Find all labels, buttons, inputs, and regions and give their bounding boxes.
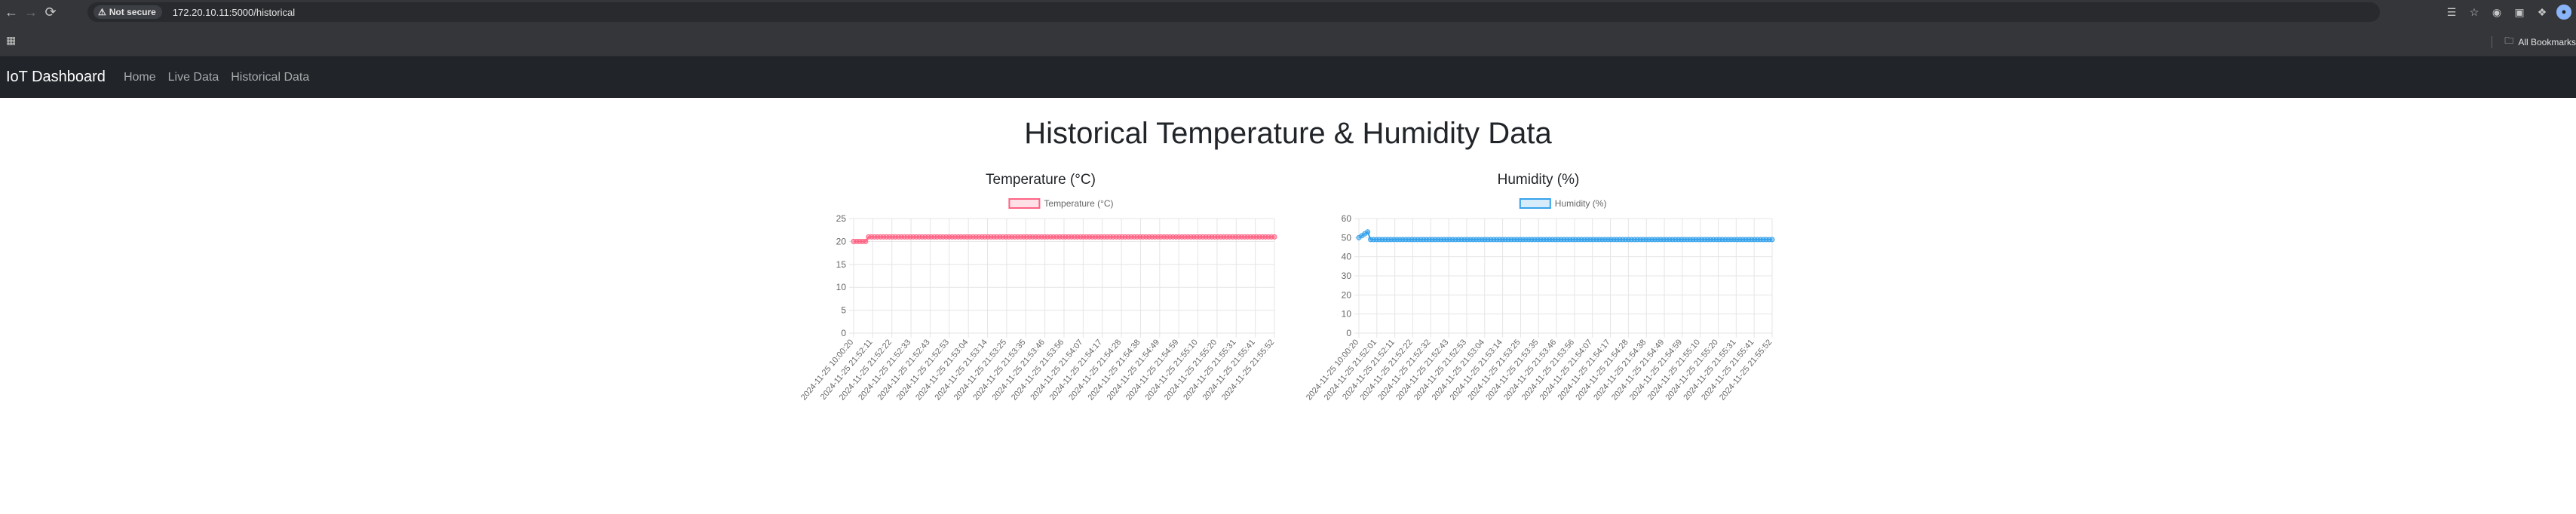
y-tick-label: 0 (1346, 328, 1351, 338)
y-tick-label: 25 (836, 213, 847, 224)
browser-toolbar: ← → ⟳ ⚠ Not secure 172.20.10.11:5000/his… (0, 0, 2576, 24)
y-tick-label: 10 (836, 282, 847, 292)
warning-icon: ⚠ (98, 7, 106, 17)
data-point (863, 238, 869, 244)
chart-title: Temperature (°C) (986, 172, 1096, 188)
translate-icon[interactable]: ☰ (2446, 5, 2457, 18)
humidity-chart: Humidity (%) Humidity (%) 0 10 20 30 40 50 60 20… (1297, 169, 1780, 470)
bookmark-star-icon[interactable]: ☆ (2469, 5, 2479, 18)
legend-label: Humidity (%) (1555, 198, 1607, 209)
y-tick-label: 50 (1342, 232, 1352, 243)
apps-grid-icon[interactable]: ▦ (6, 34, 17, 46)
temperature-chart: Temperature (°C) Temperature (°C) 0 5 10 15 2… (799, 169, 1282, 470)
y-tick-label: 0 (841, 328, 846, 338)
extension-icon[interactable]: ◉ (2492, 5, 2502, 18)
folder-icon: 🗀 (2504, 35, 2514, 46)
all-bookmarks-label: All Bookmarks (2518, 36, 2576, 47)
legend-swatch (1519, 198, 1551, 209)
nav-link-live-data[interactable]: Live Data (167, 70, 219, 84)
legend-label: Temperature (°C) (1044, 198, 1113, 209)
legend-swatch (1008, 198, 1041, 209)
forward-icon[interactable]: → (24, 4, 38, 20)
reload-icon[interactable]: ⟳ (44, 4, 57, 20)
y-tick-label: 20 (836, 236, 847, 246)
url-text[interactable]: 172.20.10.11:5000/historical (172, 6, 296, 18)
y-tick-label: 10 (1342, 309, 1352, 320)
back-icon[interactable]: ← (5, 4, 18, 20)
y-tick-label: 40 (1342, 252, 1352, 262)
y-tick-label: 60 (1342, 213, 1352, 224)
puzzle-icon[interactable]: ❖ (2537, 5, 2547, 18)
y-tick-label: 30 (1342, 271, 1352, 281)
chart-title: Humidity (%) (1497, 172, 1580, 188)
security-label: Not secure (109, 7, 156, 17)
toolbar-actions: ☰ ☆ ◉ ▣ ❖ ● (2443, 0, 2576, 24)
y-tick-label: 20 (1342, 289, 1352, 300)
data-point (1365, 229, 1371, 235)
page-title: Historical Temperature & Humidity Data (1024, 117, 1552, 150)
nav-link-home[interactable]: Home (123, 70, 156, 84)
data-point (1271, 234, 1277, 240)
nav-link-historical-data[interactable]: Historical Data (231, 70, 310, 84)
y-tick-label: 15 (836, 259, 847, 270)
navbar-brand[interactable]: IoT Dashboard (6, 69, 106, 85)
profile-avatar-icon[interactable]: ● (2556, 5, 2571, 20)
bookmarks-bar: ▦ 🗀 All Bookmarks (0, 24, 2576, 57)
extension-icon[interactable]: ▣ (2514, 5, 2525, 18)
app-navbar: IoT Dashboard Home Live Data Historical … (0, 57, 2576, 98)
y-tick-label: 5 (841, 305, 846, 316)
all-bookmarks[interactable]: 🗀 All Bookmarks (2492, 34, 2576, 50)
address-bar[interactable]: ⚠ Not secure 172.20.10.11:5000/historica… (87, 2, 2380, 22)
data-point (1769, 237, 1775, 243)
security-chip[interactable]: ⚠ Not secure (94, 5, 162, 19)
